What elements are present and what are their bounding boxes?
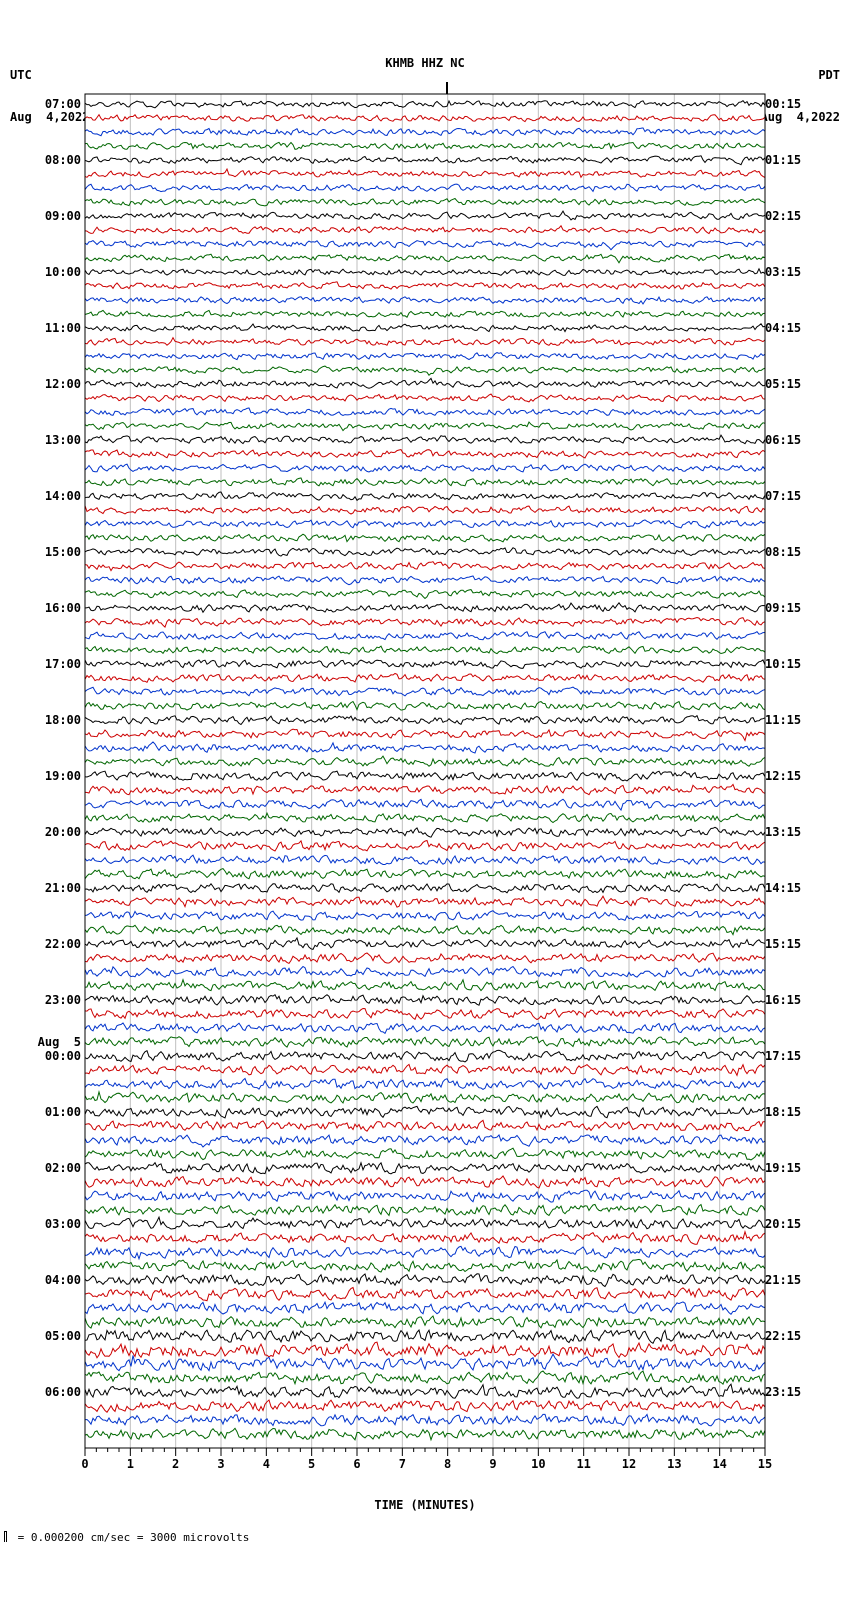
utc-time-label: Aug 5 <box>35 1035 81 1049</box>
utc-time-label: 15:00 <box>35 545 81 559</box>
footer-scale-bar-icon <box>4 1531 7 1542</box>
utc-time-label: 09:00 <box>35 209 81 223</box>
utc-time-label: 19:00 <box>35 769 81 783</box>
svg-text:4: 4 <box>263 1457 270 1471</box>
pdt-time-label: 00:15 <box>765 97 811 111</box>
svg-text:1: 1 <box>127 1457 134 1471</box>
pdt-time-label: 01:15 <box>765 153 811 167</box>
utc-time-label: 04:00 <box>35 1273 81 1287</box>
utc-time-label: 23:00 <box>35 993 81 1007</box>
pdt-time-label: 04:15 <box>765 321 811 335</box>
utc-time-labels: 07:00 08:00 09:00 10:00 11:00 12:00 13:00 14:00… <box>35 92 85 1494</box>
utc-time-label: 11:00 <box>35 321 81 335</box>
utc-time-label: 10:00 <box>35 265 81 279</box>
pdt-time-label: 02:15 <box>765 209 811 223</box>
seismogram-svg: 0123456789101112131415 <box>35 92 815 1494</box>
utc-time-label: 17:00 <box>35 657 81 671</box>
utc-time-label: 13:00 <box>35 433 81 447</box>
svg-text:9: 9 <box>489 1457 496 1471</box>
pdt-time-label: 07:15 <box>765 489 811 503</box>
utc-time-label: 12:00 <box>35 377 81 391</box>
utc-time-label: 02:00 <box>35 1161 81 1175</box>
svg-text:2: 2 <box>172 1457 179 1471</box>
pdt-time-label: 14:15 <box>765 881 811 895</box>
utc-time-label: 21:00 <box>35 881 81 895</box>
footer-text: = 0.000200 cm/sec = 3000 microvolts <box>18 1531 250 1544</box>
utc-time-label: 08:00 <box>35 153 81 167</box>
pdt-time-label: 06:15 <box>765 433 811 447</box>
utc-time-label: 01:00 <box>35 1105 81 1119</box>
pdt-time-label: 12:15 <box>765 769 811 783</box>
svg-text:5: 5 <box>308 1457 315 1471</box>
utc-time-label: 03:00 <box>35 1217 81 1231</box>
svg-text:11: 11 <box>576 1457 590 1471</box>
pdt-time-label: 20:15 <box>765 1217 811 1231</box>
pdt-time-label: 09:15 <box>765 601 811 615</box>
svg-text:13: 13 <box>667 1457 681 1471</box>
tz-right-label: PDT <box>761 68 840 82</box>
pdt-time-label: 18:15 <box>765 1105 811 1119</box>
utc-time-label: 06:00 <box>35 1385 81 1399</box>
svg-text:12: 12 <box>622 1457 636 1471</box>
utc-time-label: 05:00 <box>35 1329 81 1343</box>
svg-text:10: 10 <box>531 1457 545 1471</box>
pdt-time-label: 23:15 <box>765 1385 811 1399</box>
svg-text:7: 7 <box>399 1457 406 1471</box>
pdt-time-label: 21:15 <box>765 1273 811 1287</box>
pdt-time-label: 22:15 <box>765 1329 811 1343</box>
x-axis-title: TIME (MINUTES) <box>0 1498 850 1512</box>
svg-text:8: 8 <box>444 1457 451 1471</box>
utc-time-label: 00:00 <box>35 1049 81 1063</box>
svg-text:3: 3 <box>217 1457 224 1471</box>
pdt-time-label: 11:15 <box>765 713 811 727</box>
svg-text:6: 6 <box>353 1457 360 1471</box>
svg-text:14: 14 <box>712 1457 726 1471</box>
pdt-time-label: 03:15 <box>765 265 811 279</box>
pdt-time-label: 13:15 <box>765 825 811 839</box>
utc-time-label: 14:00 <box>35 489 81 503</box>
pdt-time-label: 05:15 <box>765 377 811 391</box>
footer: = 0.000200 cm/sec = 3000 microvolts <box>0 1512 850 1552</box>
pdt-time-labels: 00:15 01:15 02:15 03:15 04:15 05:15 06:15 07:15… <box>765 92 815 1494</box>
header: UTC Aug 4,2022 KHMB HHZ NC (Horse Mounta… <box>0 0 850 92</box>
utc-time-label: 16:00 <box>35 601 81 615</box>
pdt-time-label: 08:15 <box>765 545 811 559</box>
seismogram-page: UTC Aug 4,2022 KHMB HHZ NC (Horse Mounta… <box>0 0 850 1552</box>
utc-time-label: 22:00 <box>35 937 81 951</box>
utc-time-label: 20:00 <box>35 825 81 839</box>
pdt-time-label: 15:15 <box>765 937 811 951</box>
utc-time-label: 07:00 <box>35 97 81 111</box>
pdt-time-label: 19:15 <box>765 1161 811 1175</box>
utc-time-label: 18:00 <box>35 713 81 727</box>
pdt-time-label: 17:15 <box>765 1049 811 1063</box>
plot-area: 07:00 08:00 09:00 10:00 11:00 12:00 13:00 14:00… <box>35 92 815 1494</box>
pdt-time-label: 16:15 <box>765 993 811 1007</box>
pdt-time-label: 10:15 <box>765 657 811 671</box>
